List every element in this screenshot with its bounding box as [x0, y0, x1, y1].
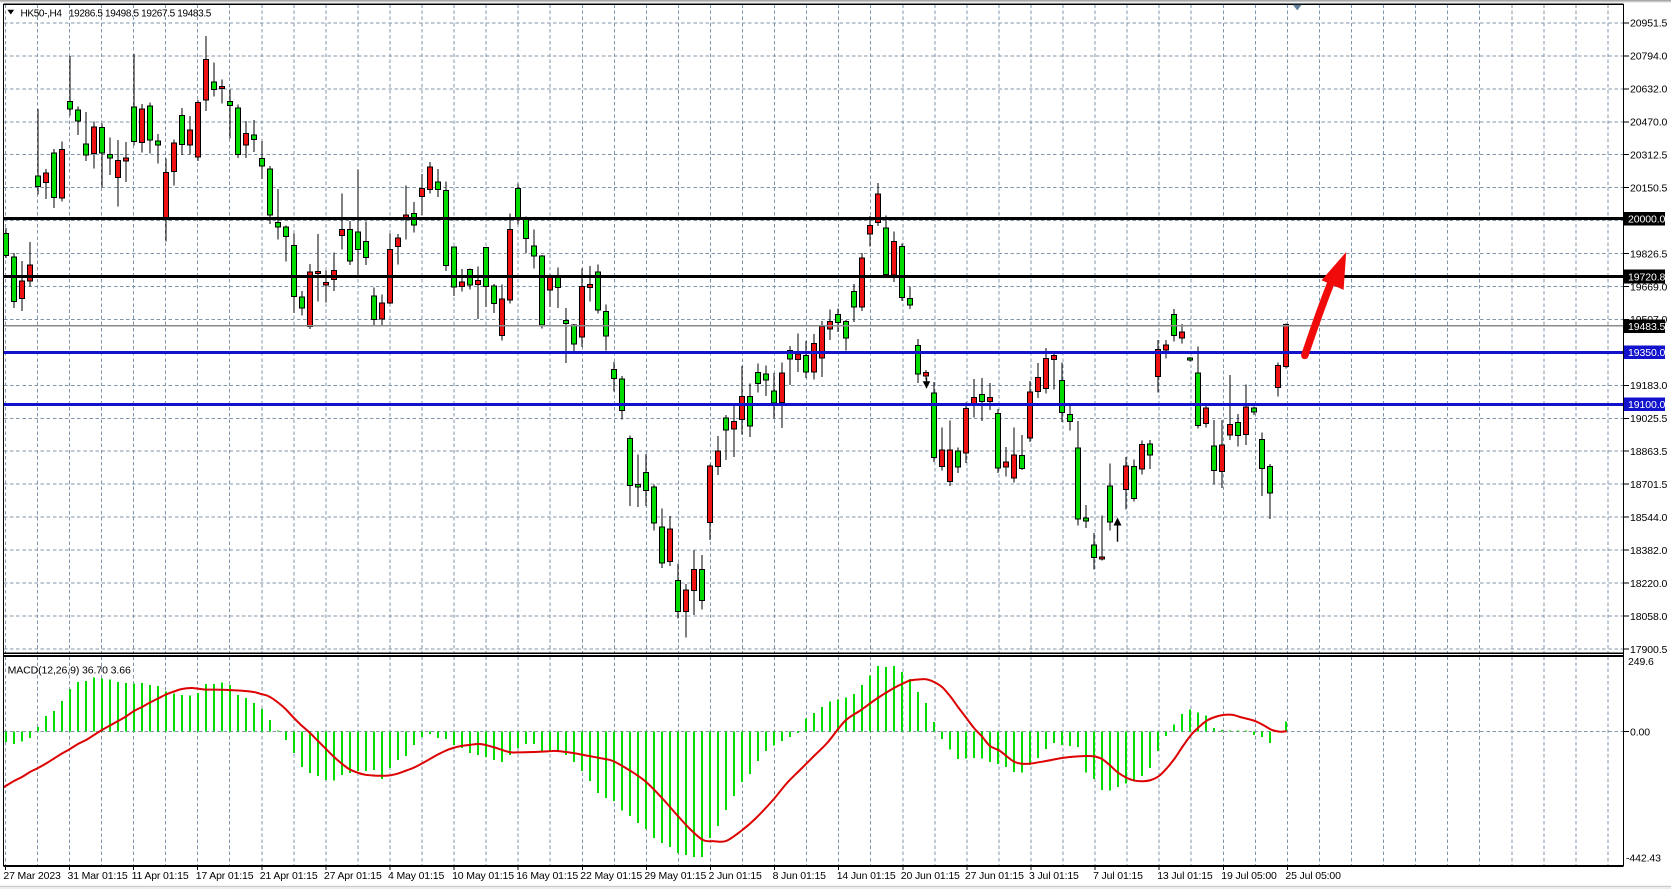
svg-text:18544.0: 18544.0 — [1630, 512, 1668, 524]
svg-text:19483.5: 19483.5 — [1628, 321, 1666, 333]
svg-text:19720.8: 19720.8 — [1628, 271, 1666, 283]
svg-text:27 Jun 01:15: 27 Jun 01:15 — [965, 870, 1024, 882]
svg-text:18220.0: 18220.0 — [1630, 578, 1668, 590]
svg-text:8 Jun 01:15: 8 Jun 01:15 — [773, 870, 827, 882]
svg-text:17 Apr 01:15: 17 Apr 01:15 — [196, 870, 254, 882]
svg-text:20632.0: 20632.0 — [1630, 84, 1668, 96]
svg-text:29 May 01:15: 29 May 01:15 — [644, 870, 706, 882]
svg-text:19350.0: 19350.0 — [1628, 347, 1666, 359]
svg-text:18701.5: 18701.5 — [1630, 479, 1668, 491]
svg-text:18863.5: 18863.5 — [1630, 446, 1668, 458]
svg-text:19826.5: 19826.5 — [1630, 248, 1668, 260]
svg-text:18382.0: 18382.0 — [1630, 545, 1668, 557]
svg-text:20150.5: 20150.5 — [1630, 183, 1668, 195]
svg-text:19 Jul 05:00: 19 Jul 05:00 — [1221, 870, 1277, 882]
svg-text:11 Apr 01:15: 11 Apr 01:15 — [132, 870, 189, 882]
svg-text:10 May 01:15: 10 May 01:15 — [452, 870, 514, 882]
svg-text:27 Apr 01:15: 27 Apr 01:15 — [324, 870, 382, 882]
svg-text:HK50-,H4 19286.5 19498.5 192: HK50-,H4 19286.5 19498.5 19267.5 19483.5 — [21, 9, 212, 20]
svg-text:20470.0: 20470.0 — [1630, 117, 1668, 129]
svg-text:17900.5: 17900.5 — [1630, 644, 1668, 656]
svg-text:19100.0: 19100.0 — [1628, 399, 1666, 411]
svg-text:22 May 01:15: 22 May 01:15 — [580, 870, 642, 882]
svg-text:18058.0: 18058.0 — [1630, 611, 1668, 623]
svg-text:-442.43: -442.43 — [1626, 852, 1661, 864]
svg-text:27 Mar 2023: 27 Mar 2023 — [3, 870, 61, 882]
svg-text:19669.0: 19669.0 — [1630, 281, 1668, 293]
svg-text:21 Apr 01:15: 21 Apr 01:15 — [260, 870, 318, 882]
svg-text:20951.5: 20951.5 — [1630, 18, 1668, 30]
svg-text:14 Jun 01:15: 14 Jun 01:15 — [837, 870, 896, 882]
svg-text:25 Jul 05:00: 25 Jul 05:00 — [1285, 870, 1341, 882]
svg-text:20794.0: 20794.0 — [1630, 51, 1668, 63]
svg-text:31 Mar 01:15: 31 Mar 01:15 — [68, 870, 128, 882]
svg-text:2 Jun 01:15: 2 Jun 01:15 — [709, 870, 763, 882]
svg-text:19025.5: 19025.5 — [1630, 413, 1668, 425]
svg-text:0.00: 0.00 — [1630, 726, 1650, 738]
svg-text:3 Jul 01:15: 3 Jul 01:15 — [1029, 870, 1079, 882]
svg-text:16 May 01:15: 16 May 01:15 — [516, 870, 578, 882]
svg-text:249.6: 249.6 — [1628, 656, 1654, 668]
svg-text:4 May 01:15: 4 May 01:15 — [388, 870, 444, 882]
svg-text:19183.0: 19183.0 — [1630, 380, 1668, 392]
svg-text:7 Jul 01:15: 7 Jul 01:15 — [1093, 870, 1143, 882]
svg-text:20312.5: 20312.5 — [1630, 150, 1668, 162]
svg-text:20 Jun 01:15: 20 Jun 01:15 — [901, 870, 960, 882]
svg-text:MACD(12,26,9) 36.70 3.66: MACD(12,26,9) 36.70 3.66 — [8, 665, 131, 677]
svg-text:13 Jul 01:15: 13 Jul 01:15 — [1157, 870, 1213, 882]
svg-text:20000.0: 20000.0 — [1628, 213, 1666, 225]
